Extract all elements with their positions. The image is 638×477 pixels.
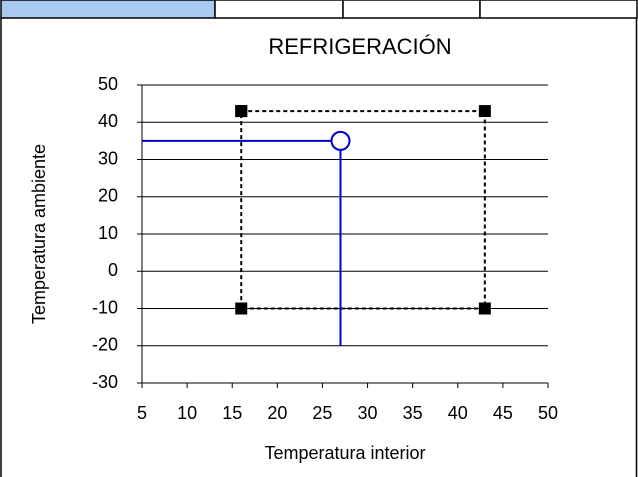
x-tick-label: 40 bbox=[448, 403, 468, 423]
y-tick-label: -20 bbox=[92, 335, 118, 355]
x-tick-label: 15 bbox=[222, 403, 242, 423]
marker bbox=[478, 105, 491, 118]
marker bbox=[330, 130, 351, 151]
y-tick-label: 30 bbox=[98, 148, 118, 168]
x-tick-label: 25 bbox=[312, 403, 332, 423]
x-tick-label: 45 bbox=[493, 403, 513, 423]
marker bbox=[478, 302, 491, 315]
x-tick-label: 20 bbox=[267, 403, 287, 423]
marker bbox=[235, 105, 248, 118]
header-cell bbox=[0, 0, 216, 19]
marker bbox=[235, 302, 248, 315]
x-tick-label: 35 bbox=[403, 403, 423, 423]
y-tick-label: -30 bbox=[92, 372, 118, 392]
x-tick-label: 50 bbox=[538, 403, 558, 423]
x-tick-label: 30 bbox=[358, 403, 378, 423]
y-tick-label: -10 bbox=[92, 297, 118, 317]
header-cell bbox=[214, 0, 344, 19]
y-tick-label: 0 bbox=[108, 260, 118, 280]
y-tick-label: 10 bbox=[98, 223, 118, 243]
header-cell bbox=[342, 0, 481, 19]
y-tick-label: 40 bbox=[98, 111, 118, 131]
y-tick-label: 20 bbox=[98, 186, 118, 206]
chart-title: REFRIGERACIÓN bbox=[268, 34, 451, 59]
header-cell bbox=[479, 0, 638, 19]
y-tick-label: 50 bbox=[98, 74, 118, 94]
x-tick-label: 10 bbox=[177, 403, 197, 423]
y-axis-label: Temperatura ambiente bbox=[29, 144, 49, 324]
x-axis-label: Temperatura interior bbox=[264, 443, 425, 463]
x-tick-label: 5 bbox=[137, 403, 147, 423]
